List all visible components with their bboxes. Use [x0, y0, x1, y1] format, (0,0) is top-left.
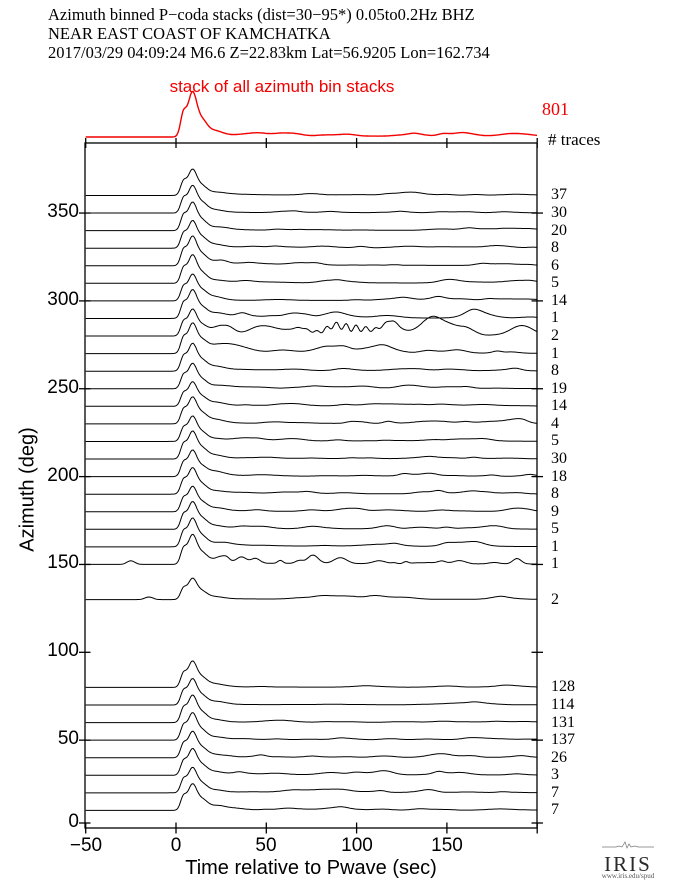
trace-count-label: 137 [551, 731, 575, 748]
trace-count-label: 14 [551, 292, 567, 309]
trace-count-label: 14 [551, 397, 567, 414]
y-tick-label: 300 [47, 289, 79, 310]
stack-plot-title: stack of all azimuth bin stacks [169, 77, 395, 96]
y-tick-label: 100 [47, 640, 79, 661]
title-line-3: 2017/03/29 04:09:24 M6.6 Z=22.83km Lat=5… [48, 43, 490, 62]
trace-count-label: 4 [551, 415, 559, 432]
seismic-trace-az-190 [85, 467, 537, 495]
seismic-trace-az-20 [85, 766, 537, 794]
seismic-trace-az-230 [85, 396, 538, 425]
trace-count-label: 114 [551, 696, 575, 713]
traces-column-header: # traces [548, 130, 601, 149]
trace-count-label: 1 [551, 309, 559, 326]
seismic-trace-az-220 [85, 415, 537, 442]
seismic-trace-az-270 [85, 322, 537, 355]
seismic-trace-az-290 [85, 289, 537, 319]
seismic-trace-az-320 [85, 235, 538, 267]
trace-count-label: 5 [551, 520, 559, 537]
title-line-2: NEAR EAST COAST OF KAMCHATKA [48, 24, 331, 43]
seismic-trace-az-250 [85, 362, 537, 390]
x-tick-label: 50 [255, 835, 277, 856]
iris-logo: IRIS www.iris.edu/spud [585, 837, 671, 880]
trace-count-label: 2 [551, 591, 559, 608]
seismic-trace-az-260 [85, 342, 537, 372]
trace-count-label: 5 [551, 432, 559, 449]
trace-count-label: 30 [551, 204, 567, 221]
trace-count-label: 1 [551, 555, 559, 572]
seismic-trace-az-150 [85, 533, 537, 565]
seismic-trace-az-360 [85, 168, 537, 196]
seismic-trace-az-10 [85, 783, 538, 811]
x-tick-label: 0 [170, 835, 182, 856]
seismic-trace-az-300 [85, 273, 538, 302]
trace-count-label: 8 [551, 239, 559, 256]
iris-logo-text: IRIS [604, 852, 652, 876]
y-tick-label: 350 [47, 201, 79, 222]
y-tick-label: 0 [68, 811, 79, 832]
seismic-trace-az-280 [85, 308, 538, 337]
seismic-trace-az-50 [85, 712, 538, 741]
seismic-trace-az-210 [85, 430, 537, 460]
stack-trace-count: 801 [542, 99, 569, 119]
trace-count-label: 20 [551, 222, 567, 239]
y-tick-label: 200 [47, 465, 79, 486]
x-axis-title: Time relative to Pwave (sec) [185, 857, 437, 879]
seismic-trace-az-310 [85, 254, 538, 284]
trace-count-label: 1 [551, 345, 559, 362]
seismic-trace-az-340 [85, 201, 538, 232]
seismic-trace-az-180 [85, 485, 538, 513]
y-tick-label: 150 [47, 552, 79, 573]
trace-count-label: 131 [551, 714, 575, 731]
x-tick-label: −50 [69, 835, 103, 856]
iris-seismogram-icon [602, 841, 654, 849]
trace-count-label: 6 [551, 257, 559, 274]
trace-count-label: 128 [551, 678, 575, 695]
seismic-trace-az-200 [85, 449, 538, 478]
y-axis-title: Azimuth (deg) [16, 427, 39, 552]
seismic-trace-az-130 [85, 577, 537, 601]
trace-count-label: 2 [551, 327, 559, 344]
title-block: Azimuth binned P−coda stacks (dist=30−95… [48, 5, 490, 62]
seismic-trace-az-40 [85, 730, 537, 759]
seismic-trace-az-60 [85, 694, 538, 724]
trace-count-label: 5 [551, 274, 559, 291]
trace-count-label: 19 [551, 380, 567, 397]
seismic-trace-az-350 [85, 184, 538, 214]
trace-count-label: 26 [551, 749, 567, 766]
x-tick-label: 150 [431, 835, 463, 856]
trace-count-label: 1 [551, 538, 559, 555]
trace-count-label: 9 [551, 503, 559, 520]
trace-count-label: 7 [551, 784, 559, 801]
y-tick-label: 250 [47, 377, 79, 398]
seismic-trace-az-80 [85, 660, 538, 688]
seismic-trace-az-330 [85, 220, 538, 249]
y-tick-label: 50 [57, 728, 79, 749]
seismic-trace-az-70 [85, 678, 537, 706]
seismic-trace-az-240 [85, 381, 537, 407]
trace-count-label: 18 [551, 468, 567, 485]
stack-trace-path [85, 90, 538, 138]
seismic-trace-az-160 [85, 517, 537, 548]
title-line-1: Azimuth binned P−coda stacks (dist=30−95… [48, 5, 475, 24]
iris-logo-url: www.iris.edu/spud [601, 872, 655, 880]
trace-count-label: 37 [551, 186, 567, 203]
x-tick-label: 100 [341, 835, 373, 856]
seismic-trace-az-170 [85, 501, 537, 530]
trace-count-label: 8 [551, 362, 559, 379]
trace-count-label: 8 [551, 485, 559, 502]
trace-count-label: 7 [551, 801, 559, 818]
trace-count-label: 3 [551, 766, 559, 783]
seismic-trace-az-30 [85, 748, 538, 776]
plot-frame [84, 142, 538, 829]
trace-count-label: 30 [551, 450, 567, 467]
